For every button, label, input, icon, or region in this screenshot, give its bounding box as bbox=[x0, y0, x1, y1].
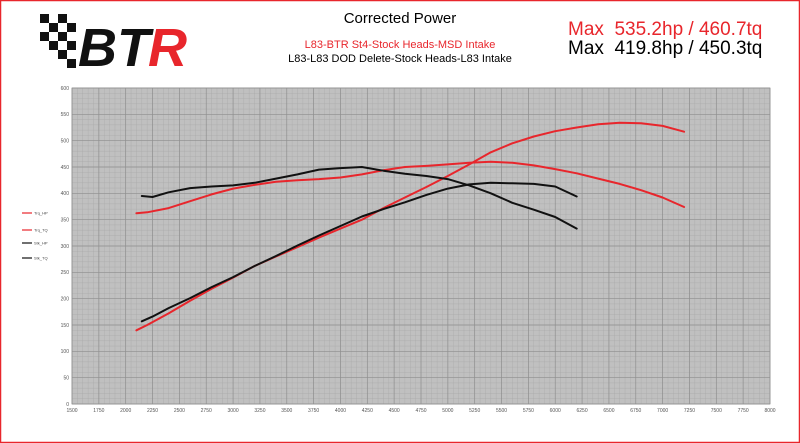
x-tick-label: 2250 bbox=[147, 408, 158, 414]
y-tick-label: 250 bbox=[61, 270, 70, 276]
x-tick-label: 6500 bbox=[603, 408, 614, 414]
max-red-readout: Max 535.2hp / 460.7tq bbox=[568, 19, 763, 40]
btr-logo: BT R bbox=[40, 14, 187, 74]
legend-label: Trq_HP bbox=[34, 211, 48, 216]
legend-label: Stk_TQ bbox=[34, 256, 48, 261]
y-tick-label: 50 bbox=[63, 375, 69, 381]
legend-label: Trq_TQ bbox=[34, 228, 48, 233]
series-line-trq-tq bbox=[135, 160, 686, 215]
y-tick-label: 200 bbox=[61, 296, 70, 302]
x-tick-label: 6750 bbox=[630, 408, 641, 414]
max-black-readout: Max 419.8hp / 450.3tq bbox=[568, 38, 763, 59]
x-tick-label: 2000 bbox=[120, 408, 131, 414]
y-tick-label: 150 bbox=[61, 323, 70, 329]
y-tick-label: 0 bbox=[66, 402, 69, 408]
x-tick-label: 2500 bbox=[174, 408, 185, 414]
x-tick-label: 4000 bbox=[335, 408, 346, 414]
y-tick-label: 300 bbox=[61, 244, 70, 250]
x-tick-label: 4250 bbox=[362, 408, 373, 414]
x-tick-label: 1500 bbox=[66, 408, 77, 414]
x-tick-label: 5500 bbox=[496, 408, 507, 414]
x-tick-label: 7250 bbox=[684, 408, 695, 414]
legend-label: Stk_HP bbox=[34, 241, 48, 246]
x-tick-label: 5250 bbox=[469, 408, 480, 414]
x-tick-label: 3250 bbox=[254, 408, 265, 414]
x-tick-label: 3500 bbox=[281, 408, 292, 414]
subtitle-stock-run: L83-L83 DOD Delete-Stock Heads-L83 Intak… bbox=[288, 53, 512, 65]
x-tick-label: 8000 bbox=[764, 408, 775, 414]
x-tick-label: 5750 bbox=[523, 408, 534, 414]
checkered-flag-icon bbox=[40, 14, 76, 68]
series-line-stk-tq bbox=[140, 166, 578, 230]
y-tick-label: 350 bbox=[61, 217, 70, 223]
series-line-stk-hp bbox=[140, 181, 578, 323]
x-tick-label: 1750 bbox=[93, 408, 104, 414]
y-tick-label: 400 bbox=[61, 191, 70, 197]
x-tick-label: 3000 bbox=[228, 408, 239, 414]
y-tick-label: 100 bbox=[61, 349, 70, 355]
y-tick-label: 600 bbox=[61, 86, 70, 92]
x-tick-label: 6250 bbox=[577, 408, 588, 414]
y-tick-label: 500 bbox=[61, 138, 70, 144]
x-tick-label: 4500 bbox=[389, 408, 400, 414]
x-tick-label: 2750 bbox=[201, 408, 212, 414]
x-tick-label: 7000 bbox=[657, 408, 668, 414]
logo-text: BT bbox=[78, 18, 154, 74]
x-tick-label: 7750 bbox=[738, 408, 749, 414]
x-tick-label: 3750 bbox=[308, 408, 319, 414]
series-line-trq-hp bbox=[135, 121, 686, 332]
x-tick-label: 7500 bbox=[711, 408, 722, 414]
y-tick-label: 550 bbox=[61, 112, 70, 118]
x-tick-label: 6000 bbox=[550, 408, 561, 414]
logo-text-r: R bbox=[148, 18, 187, 74]
subtitle-btr-run: L83-BTR St4-Stock Heads-MSD Intake bbox=[304, 39, 496, 51]
chart-title: Corrected Power bbox=[343, 10, 457, 27]
x-tick-label: 4750 bbox=[415, 408, 426, 414]
y-tick-label: 450 bbox=[61, 165, 70, 171]
x-tick-label: 5000 bbox=[442, 408, 453, 414]
